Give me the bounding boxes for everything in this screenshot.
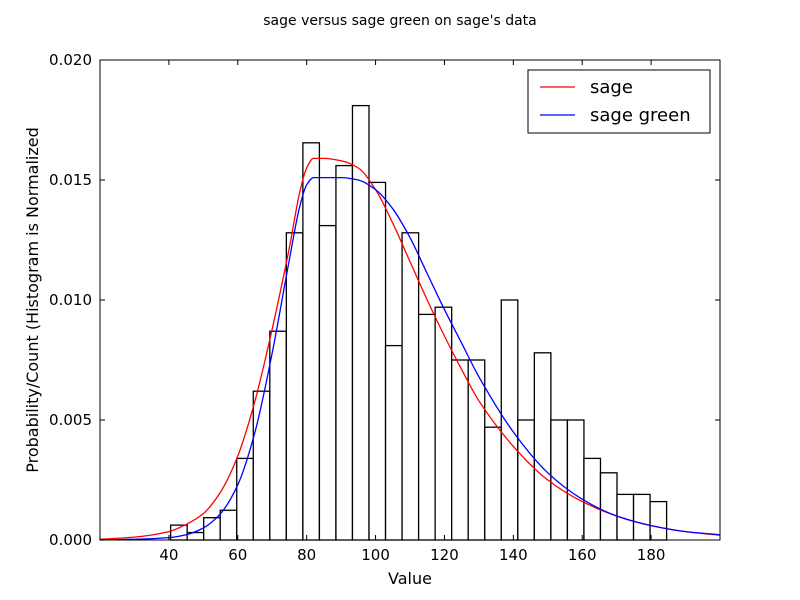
histogram-bar: [269, 330, 287, 541]
legend-label-sage: sage: [590, 77, 633, 98]
histogram-bar: [599, 472, 618, 541]
histogram-bar: [203, 517, 221, 541]
histogram-bar: [566, 419, 585, 541]
histogram-bar: [484, 426, 502, 541]
histogram-bar: [500, 299, 519, 541]
y-tick-label: 0.000: [49, 531, 92, 549]
x-tick-label: 160: [568, 546, 597, 564]
histogram-bar: [219, 509, 238, 541]
legend: sage sage green: [527, 69, 711, 134]
series-line-sage-green: [99, 176, 721, 541]
histogram: [169, 104, 668, 541]
plot-frame: [99, 59, 721, 541]
histogram-bar: [285, 232, 304, 541]
y-axis-label: Probability/Count (Histogram is Normaliz…: [23, 127, 42, 473]
histogram-bar: [550, 419, 569, 541]
x-tick-label: 100: [361, 546, 390, 564]
histogram-bar: [252, 390, 271, 541]
histogram-bar: [649, 500, 668, 541]
legend-label-sage-green: sage green: [590, 105, 691, 126]
x-tick-label: 80: [297, 546, 316, 564]
chart-title: sage versus sage green on sage's data: [263, 13, 537, 29]
histogram-bar: [368, 181, 387, 541]
histogram-bar: [583, 457, 602, 541]
histogram-bar: [384, 344, 403, 541]
histogram-bar: [417, 313, 436, 541]
histogram-bar: [533, 352, 552, 541]
y-tick-label: 0.005: [49, 411, 92, 429]
histogram-bar: [335, 164, 354, 541]
histogram-bar: [236, 457, 254, 541]
y-tick-label: 0.010: [49, 291, 92, 309]
x-tick-label: 140: [499, 546, 528, 564]
histogram-bar: [318, 224, 337, 541]
histogram-bar: [632, 493, 651, 541]
curves: [99, 157, 721, 541]
x-tick-label: 60: [228, 546, 247, 564]
y-tick-label: 0.015: [49, 171, 92, 189]
histogram-bar: [451, 359, 469, 541]
y-tick-label: 0.020: [49, 51, 92, 69]
histogram-bar: [517, 419, 535, 541]
legend-box: [527, 69, 711, 134]
histogram-bar: [401, 232, 420, 541]
x-tick-label: 180: [637, 546, 666, 564]
x-axis-label: Value: [388, 569, 432, 588]
x-tick-label: 40: [159, 546, 178, 564]
histogram-bar: [434, 306, 453, 541]
histogram-bar: [302, 142, 321, 541]
x-tick-label: 120: [430, 546, 459, 564]
series-line-sage: [99, 157, 721, 540]
